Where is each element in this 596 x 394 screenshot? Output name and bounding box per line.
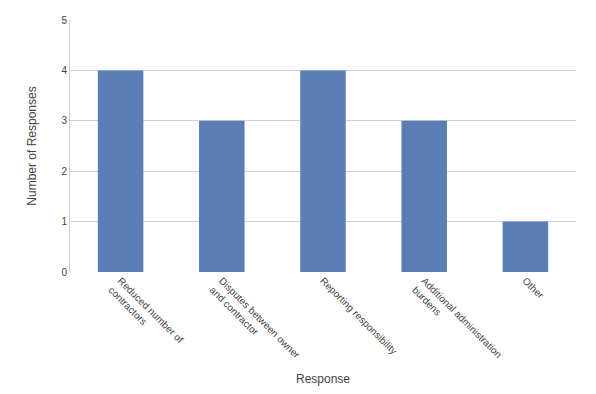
svg-text:2: 2	[61, 166, 67, 177]
svg-text:Number of Responses: Number of Responses	[25, 86, 39, 205]
svg-text:Additional administrationburde: Additional administrationburdens	[410, 275, 504, 369]
svg-text:5: 5	[61, 15, 67, 26]
svg-text:Other: Other	[520, 275, 546, 301]
svg-text:3: 3	[61, 115, 67, 126]
svg-text:1: 1	[61, 216, 67, 227]
svg-text:4: 4	[61, 65, 67, 76]
svg-text:Disputes between ownerand cont: Disputes between ownerand contractor	[208, 275, 303, 370]
svg-text:Reporting responsibility: Reporting responsibility	[318, 275, 399, 356]
svg-text:0: 0	[61, 267, 67, 278]
svg-text:Reduced number ofcontractors: Reduced number ofcontractors	[106, 275, 185, 354]
svg-text:Response: Response	[296, 372, 350, 386]
